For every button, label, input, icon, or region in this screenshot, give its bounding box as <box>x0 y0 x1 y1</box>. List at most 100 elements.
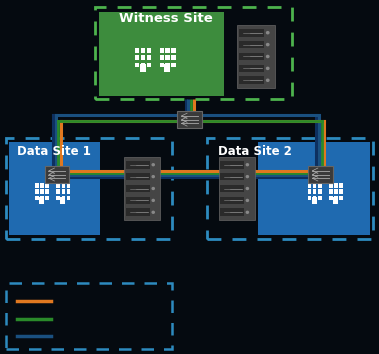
Bar <box>207 138 373 239</box>
Circle shape <box>152 211 155 214</box>
Bar <box>329 183 332 188</box>
Bar <box>160 63 164 68</box>
Bar <box>313 183 316 188</box>
Bar <box>157 44 177 72</box>
Bar <box>141 56 145 60</box>
Bar <box>124 156 160 220</box>
Bar <box>33 180 50 204</box>
Bar <box>239 76 264 84</box>
Bar <box>135 48 139 53</box>
Bar <box>60 197 66 204</box>
Circle shape <box>266 31 269 34</box>
Bar <box>95 7 292 99</box>
Bar <box>239 53 264 60</box>
Bar <box>166 63 170 68</box>
Bar <box>6 138 172 239</box>
Bar <box>40 189 44 194</box>
Bar <box>135 63 139 68</box>
Bar <box>318 196 321 200</box>
Circle shape <box>266 43 269 46</box>
Circle shape <box>246 199 249 202</box>
Bar <box>318 189 321 194</box>
Bar <box>139 64 146 72</box>
Bar <box>308 196 311 200</box>
Bar <box>61 183 65 188</box>
Bar <box>239 41 264 48</box>
Bar <box>40 183 44 188</box>
Bar <box>9 142 100 235</box>
Bar <box>39 197 44 204</box>
Bar <box>308 189 311 194</box>
Bar <box>308 183 311 188</box>
Bar <box>135 56 139 60</box>
Bar <box>339 196 343 200</box>
Bar <box>171 56 175 60</box>
Bar <box>55 180 71 204</box>
Bar <box>67 189 70 194</box>
Bar <box>219 156 255 220</box>
Bar <box>171 48 175 53</box>
Bar <box>166 56 170 60</box>
Bar <box>61 196 65 200</box>
Bar <box>329 196 332 200</box>
Bar <box>56 183 60 188</box>
Bar <box>220 161 244 169</box>
Bar <box>56 196 60 200</box>
Bar <box>147 63 151 68</box>
Bar <box>141 48 145 53</box>
Bar <box>312 197 317 204</box>
Bar <box>239 29 264 36</box>
Bar <box>334 189 338 194</box>
Circle shape <box>266 79 269 82</box>
Text: Witness Site: Witness Site <box>119 12 213 25</box>
Bar <box>258 142 370 235</box>
Bar <box>308 166 333 183</box>
Bar <box>327 180 344 204</box>
Bar <box>67 196 70 200</box>
Circle shape <box>246 187 249 190</box>
Circle shape <box>266 67 269 70</box>
Bar <box>333 197 338 204</box>
Bar <box>339 183 343 188</box>
Circle shape <box>152 175 155 178</box>
Bar <box>35 196 39 200</box>
Bar <box>329 189 332 194</box>
Bar <box>166 48 170 53</box>
Bar <box>171 63 175 68</box>
Circle shape <box>152 187 155 190</box>
Bar <box>313 196 316 200</box>
Text: Data Site 1: Data Site 1 <box>17 145 91 158</box>
Bar <box>40 196 44 200</box>
Bar <box>126 185 150 192</box>
Bar <box>239 64 264 72</box>
Bar <box>306 180 323 204</box>
Bar <box>160 48 164 53</box>
Bar <box>339 189 343 194</box>
Bar <box>164 64 170 72</box>
Bar <box>45 189 49 194</box>
Bar <box>126 161 150 169</box>
Circle shape <box>246 175 249 178</box>
Bar <box>313 189 316 194</box>
Bar <box>35 189 39 194</box>
Bar <box>126 209 150 216</box>
Bar <box>133 44 152 72</box>
Bar <box>61 189 65 194</box>
Bar <box>45 196 49 200</box>
Circle shape <box>152 163 155 166</box>
Bar <box>147 56 151 60</box>
Circle shape <box>246 163 249 166</box>
Bar <box>220 185 244 192</box>
Bar <box>318 183 321 188</box>
Bar <box>220 196 244 204</box>
Circle shape <box>152 199 155 202</box>
Bar <box>147 48 151 53</box>
Bar <box>334 196 338 200</box>
Circle shape <box>246 211 249 214</box>
Circle shape <box>266 55 269 58</box>
Bar <box>334 183 338 188</box>
Bar <box>35 183 39 188</box>
Bar <box>237 25 275 88</box>
Bar <box>56 189 60 194</box>
Bar <box>6 283 172 349</box>
